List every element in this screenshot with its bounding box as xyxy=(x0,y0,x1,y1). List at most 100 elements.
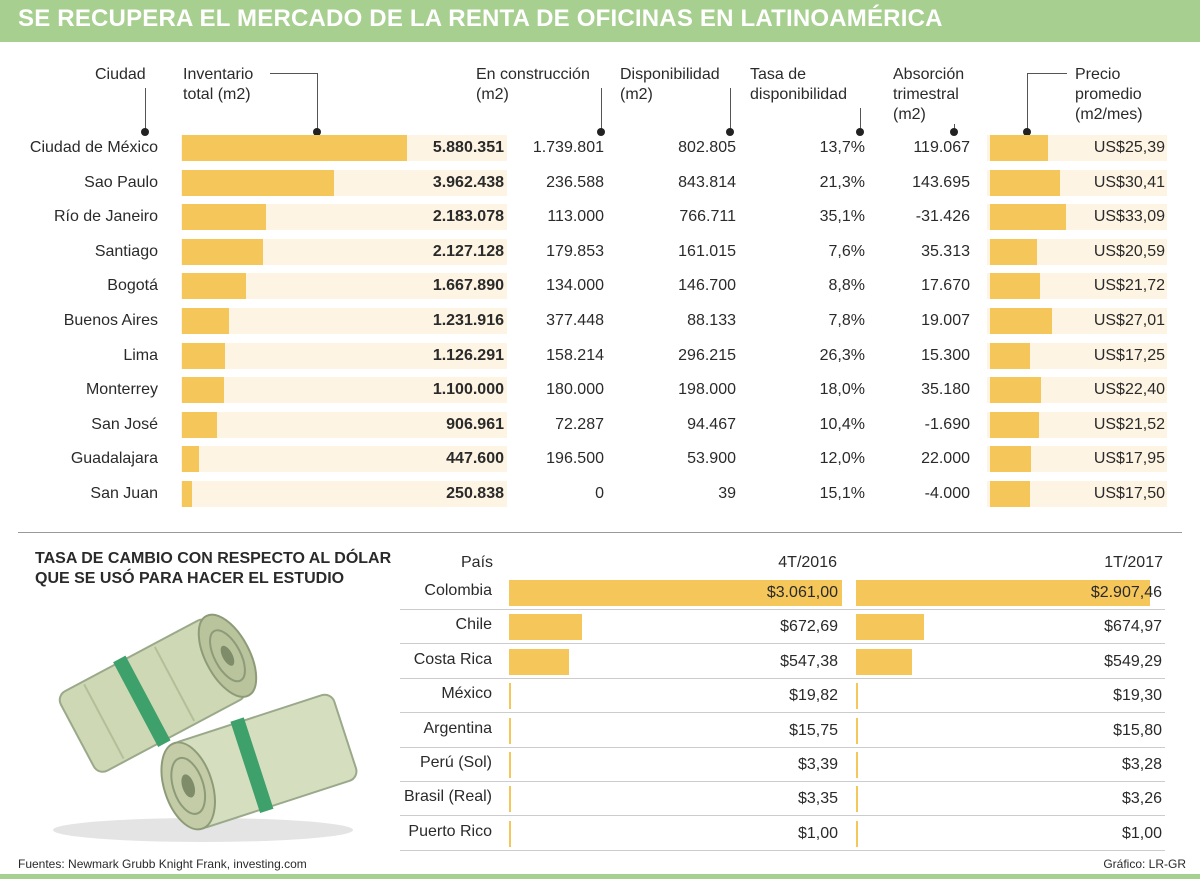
absorption-value: 19.007 xyxy=(921,312,970,329)
rate-value: 26,3% xyxy=(819,346,865,364)
city-name: Buenos Aires xyxy=(63,312,158,329)
inventory-value: 1.667.890 xyxy=(432,277,504,295)
absorption-value: 17.670 xyxy=(921,277,970,295)
table-row: San Juan 250.838 0 39 15,1% -4.000 US$17,50 xyxy=(0,479,1200,509)
inventory-value: 1.126.291 xyxy=(432,346,504,364)
absorption-value: 119.067 xyxy=(913,139,970,156)
leader-dot-construction xyxy=(597,128,605,136)
inventory-bar xyxy=(182,308,230,334)
header-inventory: Inventario total (m2) xyxy=(183,66,254,103)
construction-value: 72.287 xyxy=(555,415,604,433)
fx-value-label: $1,00 xyxy=(797,824,838,842)
table-row: Sao Paulo 3.962.438 236.588 843.814 21,3% 143… xyxy=(0,168,1200,198)
availability-value: 88.133 xyxy=(687,312,736,329)
fx-bar xyxy=(509,820,511,847)
price-value: US$21,52 xyxy=(1093,415,1165,433)
construction-value: 158.214 xyxy=(546,346,604,364)
fx-value-label: $549,29 xyxy=(1104,652,1162,670)
page-title: SE RECUPERA EL MERCADO DE LA RENTA DE OF… xyxy=(18,5,943,32)
header-construction: En construcción (m2) xyxy=(476,66,590,103)
table-row: Bogotá 1.667.890 134.000 146.700 8,8% 17.670 U… xyxy=(0,271,1200,301)
absorption-value: 35.313 xyxy=(921,242,970,260)
fx-value-label: $15,80 xyxy=(1113,721,1162,739)
fx-value-label: $3,28 xyxy=(1121,756,1162,773)
money-rolls-illustration xyxy=(53,613,358,842)
construction-value: 180.000 xyxy=(546,381,604,399)
construction-value: 1.739.801 xyxy=(532,139,604,156)
availability-value: 146.700 xyxy=(678,277,736,295)
fx-title: TASA DE CAMBIO CON RESPECTO AL DÓLAR QUE … xyxy=(35,550,392,587)
fx-header-country: País xyxy=(461,554,494,571)
fx-country-label: Perú (Sol) xyxy=(419,754,492,771)
price-value: US$20,59 xyxy=(1093,242,1165,260)
inventory-bar xyxy=(182,135,407,161)
absorption-value: -31.426 xyxy=(915,208,970,226)
price-value: US$17,25 xyxy=(1093,346,1165,364)
inventory-bar xyxy=(182,446,200,473)
table-row: Río de Janeiro 2.183.078 113.000 766.711 35,… xyxy=(0,202,1200,232)
fx-row-divider xyxy=(400,849,1165,851)
availability-value: 94.467 xyxy=(687,415,736,433)
header-city: Ciudad xyxy=(95,66,146,83)
fx-bar xyxy=(856,717,858,744)
inventory-bar xyxy=(182,342,226,369)
table-row: Ciudad de México 5.880.351 1.739.801 802.80… xyxy=(0,133,1200,163)
leader-inventory-v xyxy=(317,73,318,132)
leader-dot-availability xyxy=(726,128,734,136)
construction-value: 377.448 xyxy=(546,312,604,329)
fx-row-divider xyxy=(400,815,1165,817)
absorption-value: -1.690 xyxy=(924,415,970,433)
city-name: Río de Janeiro xyxy=(53,208,158,226)
footer-credit: Gráfico: LR-GR xyxy=(1103,857,1186,871)
table-row: Buenos Aires 1.231.916 377.448 88.133 7,8% 19… xyxy=(0,306,1200,336)
header-price: Precio promedio (m2/mes) xyxy=(1075,66,1143,123)
availability-value: 161.015 xyxy=(678,242,736,260)
fx-row-divider xyxy=(400,746,1165,748)
construction-value: 113.000 xyxy=(547,208,604,226)
price-bar xyxy=(990,446,1032,473)
rate-value: 8,8% xyxy=(828,277,865,295)
leader-price-h xyxy=(1027,73,1067,74)
availability-value: 39 xyxy=(718,485,736,502)
inventory-row-bg xyxy=(181,411,507,438)
fx-bar xyxy=(509,786,511,813)
header-rate: Tasa de disponibilidad xyxy=(750,66,847,103)
city-name: Monterrey xyxy=(85,381,158,399)
fx-country-label: Colombia xyxy=(424,582,492,599)
price-bar xyxy=(990,481,1031,507)
price-bar xyxy=(990,308,1052,334)
rate-value: 7,8% xyxy=(828,312,865,329)
inventory-bar xyxy=(182,377,225,404)
price-bar xyxy=(990,411,1040,438)
fx-bar xyxy=(856,648,912,675)
inventory-value: 1.231.916 xyxy=(432,312,504,329)
price-value: US$25,39 xyxy=(1093,139,1165,156)
header-availability: Disponibilidad (m2) xyxy=(620,66,720,103)
fx-value-label: $3,39 xyxy=(797,756,838,773)
city-name: Ciudad de México xyxy=(29,139,158,156)
fx-bar xyxy=(509,752,511,778)
footer-source: Fuentes: Newmark Grubb Knight Frank, inv… xyxy=(18,857,307,871)
fx-bar xyxy=(509,580,842,606)
fx-bar xyxy=(856,683,858,710)
fx-row-divider xyxy=(400,643,1165,645)
absorption-value: 22.000 xyxy=(921,450,970,468)
rate-value: 35,1% xyxy=(819,208,865,226)
price-value: US$33,09 xyxy=(1093,208,1165,226)
inventory-row-bg xyxy=(181,308,507,334)
inventory-bar xyxy=(182,169,334,196)
inventory-bar xyxy=(182,238,264,265)
inventory-bar xyxy=(182,481,192,507)
leader-dot-city xyxy=(141,128,149,136)
inventory-value: 5.880.351 xyxy=(432,139,504,156)
leader-inventory-h xyxy=(270,73,317,74)
header-absorption: Absorción trimestral (m2) xyxy=(893,66,965,123)
fx-bar xyxy=(509,648,569,675)
price-bar xyxy=(990,169,1060,196)
fx-value-label: $3,35 xyxy=(797,790,838,808)
availability-value: 296.215 xyxy=(678,346,736,364)
leader-construction xyxy=(601,88,602,132)
leader-dot-inventory xyxy=(313,128,321,136)
absorption-value: 15.300 xyxy=(921,346,970,364)
bottom-band xyxy=(0,874,1200,879)
